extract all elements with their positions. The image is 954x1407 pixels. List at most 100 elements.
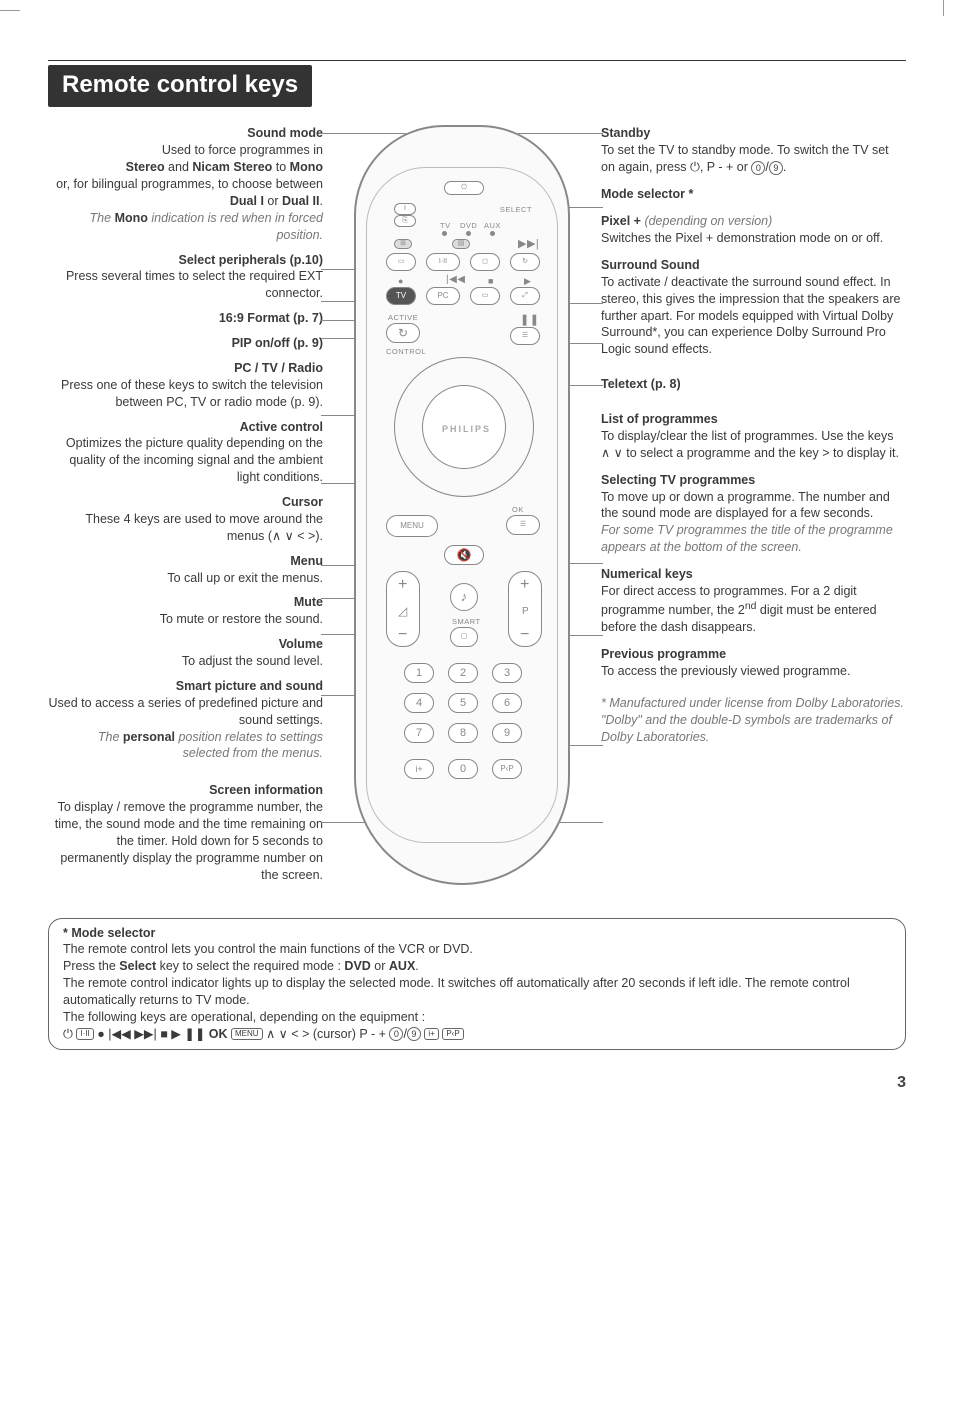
dolby-footnote: * Manufactured under license from Dolby … [601,695,906,746]
rec-icon: ● [398,277,404,286]
t: For some TV programmes the title of the … [601,522,906,556]
t: Used to access a series of predefined pi… [48,695,323,729]
t: To activate / deactivate the surround so… [601,274,906,358]
prev-track-icon: |◀◀ [108,1026,130,1043]
mode-selector-callout: * Mode selector The remote control lets … [48,918,906,1050]
btn-1[interactable]: 1 [404,663,434,683]
t: To move up or down a programme. The numb… [601,489,906,523]
t: Used to force programmes in [162,143,323,157]
lbl-tv: TV [440,221,451,231]
vol-icon: ◿ [398,605,408,617]
btn-radio[interactable]: ▭ [470,287,500,305]
h-mode-sel: Mode selector * [601,187,693,201]
btn-smart-pic[interactable]: ▢ [450,627,478,647]
btn-16-9[interactable]: ▭ [386,253,416,271]
t: indication is red when in forced positio… [148,211,323,242]
h-pctv: PC / TV / Radio [234,361,323,375]
btn-3[interactable]: 3 [492,663,522,683]
updown-icon: ∧ ∨ [601,446,623,460]
btn-pp[interactable]: P‹P [492,759,522,779]
h-pixel: Pixel + [601,214,644,228]
h-select-tv: Selecting TV programmes [601,473,755,487]
t: AUX [389,959,415,973]
prev-icon: |◀◀ [446,275,465,285]
play-icon: ▶ [524,277,531,286]
t: DVD [344,959,370,973]
btn-surround[interactable]: ↻ [510,253,540,271]
t: Mono [115,211,148,225]
pause-icon: ❚❚ [520,315,539,326]
t: Press one of these keys to switch the te… [48,377,323,411]
callout-heading: * Mode selector [63,926,155,940]
cursor-syms: ∧ ∨ < > [266,1026,309,1043]
t: Press the [63,959,119,973]
page-title: Remote control keys [48,65,312,107]
lbl-select: SELECT [500,205,532,215]
t: Dual II [282,194,320,208]
power-icon: ⏻ [63,1026,73,1043]
btn-9[interactable]: 9 [492,723,522,743]
btn-ext[interactable]: ⎘ [394,215,416,227]
t: ). [315,529,323,543]
i-ii-icon: I·II [76,1028,93,1040]
t: (depending on version) [644,214,772,228]
t: or [371,959,389,973]
t: position relates to settings selected fr… [175,730,323,761]
key-symbols-row: ⏻ I·II ● |◀◀ ▶▶| ■ ▶ ❚❚ OK MENU ∧ ∨ < > … [63,1026,891,1043]
btn-mute[interactable]: 🔇 [444,545,484,565]
btn-7[interactable]: 7 [404,723,434,743]
t: or [264,194,282,208]
h-pip: PIP on/off (p. 9) [232,336,323,350]
h-mute: Mute [294,595,323,609]
btn-list[interactable]: ☰ [506,515,540,535]
btn-8[interactable]: 8 [448,723,478,743]
h-teletext: Teletext (p. 8) [601,377,681,391]
btn-pc[interactable]: PC [426,287,460,305]
t: Stereo [126,160,165,174]
digit-9-icon: 9 [407,1027,421,1041]
t: The remote control lets you control the … [63,941,891,958]
lbl-dvd: DVD [460,221,477,231]
p-plus-minus: P - + [359,1026,386,1043]
cursor-syms: ∧ ∨ < > [272,529,315,543]
next-track-icon: ▶▶| [134,1026,156,1043]
btn-0[interactable]: 0 [448,759,478,779]
h-standby: Standby [601,126,650,140]
t: to [272,160,289,174]
t: personal [123,730,175,744]
btn-2[interactable]: 2 [448,663,478,683]
title-rule [48,60,906,61]
menu-icon: MENU [231,1028,263,1040]
t: . [783,160,786,174]
btn-tele-icon[interactable]: ▤ [452,239,470,249]
right-column: Standby To set the TV to standby mode. T… [601,125,906,756]
btn-pip[interactable]: ◻ [470,253,500,271]
btn-6[interactable]: 6 [492,693,522,713]
t: Press several times to select the requir… [48,268,323,302]
btn-sound-mode[interactable]: I [394,203,416,215]
t: The remote control indicator lights up t… [63,975,891,1009]
plus-icon: + [520,577,530,593]
t: The following keys are operational, depe… [63,1009,891,1026]
btn-tv[interactable]: TV [386,287,416,305]
t: The [90,211,115,225]
btn-active[interactable]: ↻ [386,323,420,343]
btn-teletext[interactable]: ☰ [510,327,540,345]
btn-i-ii[interactable]: I·II [426,253,460,271]
lbl-active: ACTIVE [388,313,418,323]
lbl-control: CONTROL [386,347,426,357]
h-prev: Previous programme [601,647,726,661]
btn-4[interactable]: 4 [404,693,434,713]
t: to display it. [830,446,899,460]
btn-pixelplus-icon[interactable]: ⊞ [394,239,412,249]
plus-icon: + [398,577,408,593]
t: , P - + or [700,160,752,174]
btn-menu[interactable]: MENU [386,515,438,537]
digit-9-icon: 9 [769,161,783,175]
t: To mute or restore the sound. [48,611,323,628]
btn-info[interactable]: i+ [404,759,434,779]
btn-standby[interactable]: ⏻ [444,181,484,195]
rec-icon: ● [97,1026,105,1043]
btn-zoom[interactable]: ⤢ [510,287,540,305]
btn-5[interactable]: 5 [448,693,478,713]
